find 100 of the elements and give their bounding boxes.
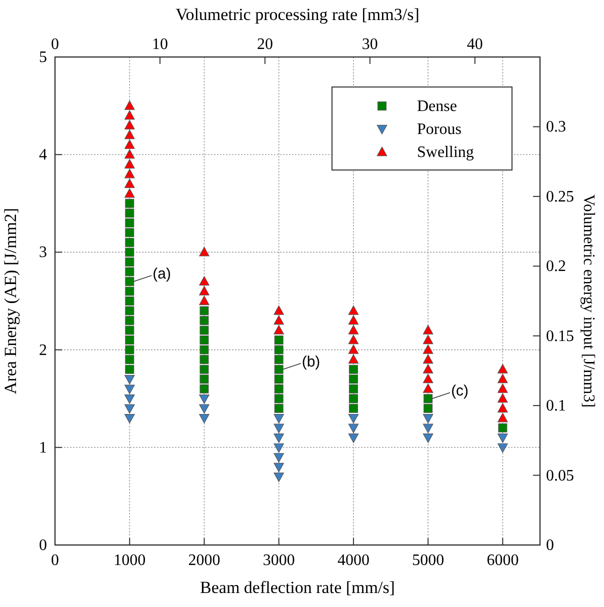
point [274, 462, 284, 472]
point [422, 354, 434, 364]
point [199, 286, 210, 296]
point [124, 384, 135, 394]
point [125, 296, 134, 306]
point [124, 394, 135, 404]
y2-tick-label: 0.2 [546, 258, 566, 276]
point [274, 345, 284, 354]
y-tick-label: 4 [39, 146, 47, 164]
point [348, 324, 359, 334]
point [124, 159, 135, 168]
y-axis-title: Area Energy (AE) [J/mm2] [1, 208, 20, 394]
y2-tick-label: 0.25 [546, 188, 574, 206]
x-tick-label: 4000 [337, 552, 370, 569]
point [424, 404, 433, 413]
point [274, 424, 284, 434]
point [498, 443, 508, 453]
x-axis-title: Beam deflection rate [mm/s] [200, 578, 395, 597]
point [274, 414, 284, 424]
point [348, 434, 359, 443]
point [200, 345, 209, 354]
point [274, 472, 284, 482]
point [274, 374, 284, 384]
y2-axis-title: Volumetric energy input [J/mm3] [580, 194, 597, 408]
legend-label: Swelling [417, 144, 474, 161]
x-tick-label: 5000 [412, 552, 444, 569]
point [125, 228, 134, 238]
x2-tick-label: 20 [256, 36, 273, 53]
point [348, 354, 359, 364]
point [498, 374, 508, 384]
y2-tick-label: 0 [546, 537, 554, 554]
point [199, 296, 210, 306]
point [200, 384, 209, 394]
point [274, 336, 284, 345]
point [124, 100, 135, 110]
point [125, 364, 134, 374]
point [200, 336, 209, 345]
legend-label: Porous [417, 121, 462, 138]
point [125, 276, 134, 286]
x-tick-label: 2000 [188, 552, 220, 569]
point [199, 276, 210, 286]
y-tick-label: 1 [39, 439, 47, 456]
x-tick-label: 6000 [486, 552, 519, 569]
point [422, 364, 434, 374]
point [274, 364, 284, 374]
annotation: (c) [451, 382, 469, 400]
point [274, 315, 284, 325]
point [200, 374, 209, 384]
point [348, 364, 358, 374]
point [199, 404, 210, 414]
point [348, 374, 358, 384]
point [422, 424, 434, 434]
point [348, 334, 359, 344]
point [125, 208, 134, 218]
y2-tick-label: 0.15 [546, 328, 574, 345]
point [274, 404, 284, 413]
point [498, 434, 508, 443]
x-tick-label: 1000 [114, 552, 146, 569]
y2-tick-label: 0.1 [546, 398, 566, 415]
point [125, 306, 134, 316]
x-tick-label: 0 [51, 552, 59, 569]
point [348, 414, 359, 424]
point [125, 267, 134, 276]
point [498, 423, 508, 432]
x2-axis-title: Volumetric processing rate [mm3/s] [176, 5, 420, 24]
point [125, 336, 134, 345]
point [124, 110, 135, 120]
x2-tick-label: 30 [362, 36, 378, 53]
point [424, 394, 433, 404]
point [124, 404, 135, 414]
point [498, 403, 508, 412]
point [422, 414, 434, 424]
point [200, 364, 209, 374]
annotation: (b) [302, 353, 320, 370]
point [125, 345, 134, 354]
point [422, 384, 434, 393]
point [125, 257, 134, 266]
legend-label: Dense [417, 98, 457, 115]
point [422, 344, 434, 354]
point [124, 414, 135, 424]
point [274, 355, 284, 364]
point [498, 393, 508, 403]
point [124, 130, 135, 140]
y2-tick-label: 0.05 [546, 467, 574, 484]
point [125, 198, 134, 208]
point [124, 178, 135, 188]
point [199, 246, 210, 256]
point [125, 218, 134, 228]
point [125, 316, 134, 326]
x-tick-label: 3000 [262, 552, 295, 569]
point [348, 424, 359, 434]
point [274, 324, 284, 334]
point [124, 149, 135, 159]
point [422, 374, 434, 384]
point [348, 315, 359, 325]
point [124, 120, 135, 130]
point [124, 168, 135, 178]
point [348, 394, 358, 404]
annotation: (a) [152, 265, 171, 282]
point [422, 334, 434, 344]
